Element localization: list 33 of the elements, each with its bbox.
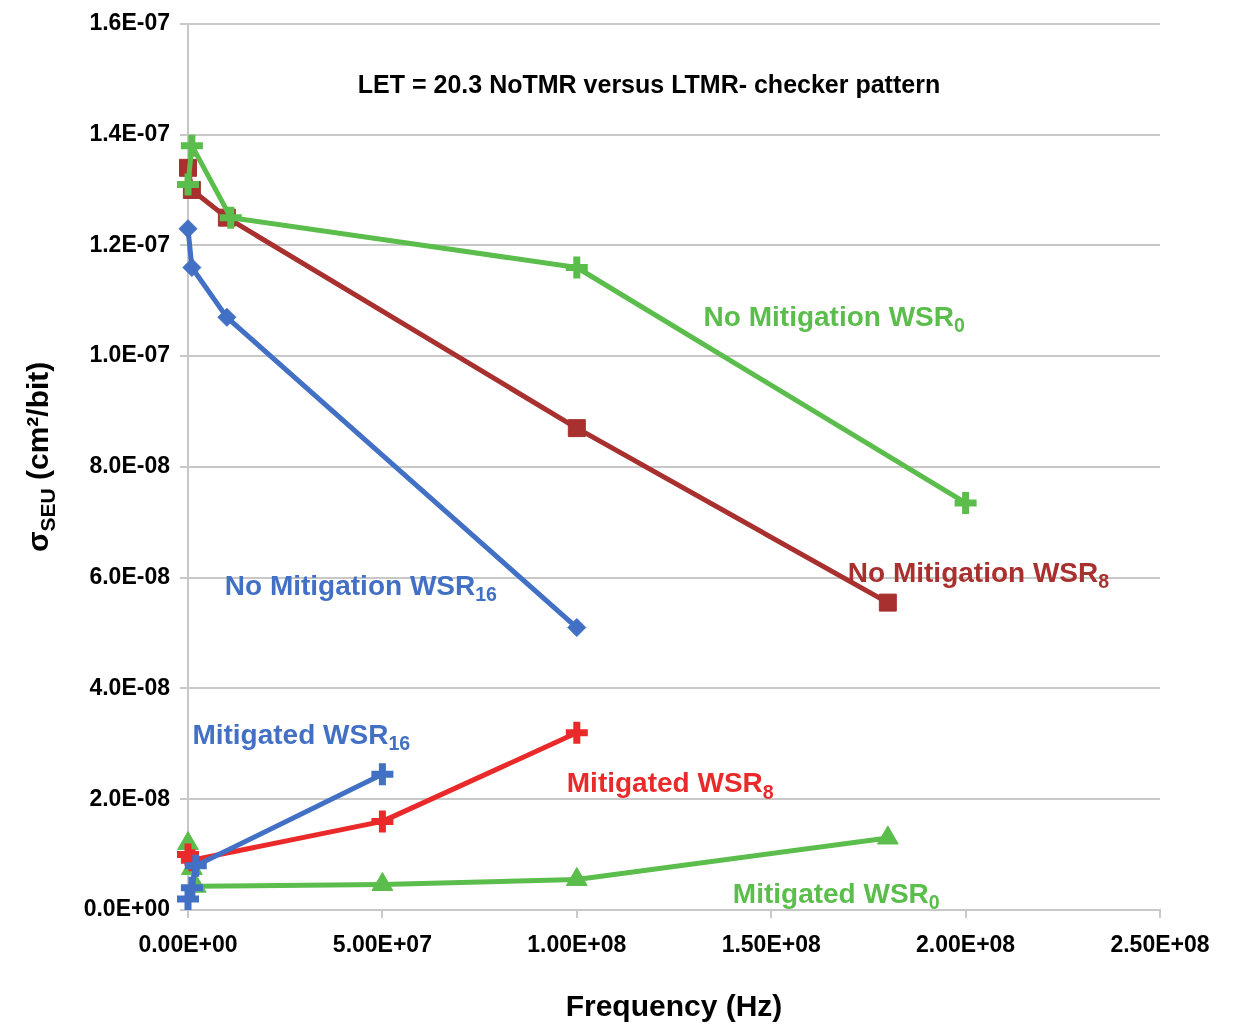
y-tick-label: 1.4E-07 — [89, 119, 170, 146]
point — [565, 721, 588, 744]
point — [219, 206, 242, 229]
text: LET = 20.3 NoTMR versus LTMR- checker pattern — [357, 69, 941, 98]
point — [954, 491, 977, 514]
x-tick-label: 0.00E+00 — [138, 931, 238, 958]
y-tick-label: 6.0E-08 — [89, 563, 171, 590]
point — [371, 810, 394, 833]
x-tick-label: 2.50E+08 — [1110, 931, 1210, 958]
y-tick-label: 4.0E-08 — [89, 673, 171, 700]
y-axis-title: σSEU (cm²/bit) — [21, 361, 59, 553]
x-tick-label: 2.00E+08 — [916, 931, 1016, 958]
point — [180, 134, 203, 157]
y-tick-label: 1.6E-07 — [89, 9, 170, 36]
x-tick-label: 1.00E+08 — [527, 931, 627, 958]
x-axis-title: Frequency (Hz) — [565, 989, 783, 1023]
point — [217, 307, 237, 327]
point — [878, 593, 897, 612]
point — [565, 256, 588, 279]
point — [371, 763, 394, 786]
y-tick-label: 2.0E-08 — [89, 784, 171, 811]
point — [182, 258, 202, 278]
point — [177, 173, 199, 196]
point — [180, 876, 203, 899]
y-tick-label: 1.2E-07 — [89, 230, 170, 257]
point — [178, 219, 198, 239]
point — [567, 618, 587, 638]
point — [567, 419, 586, 438]
y-tick-label: 8.0E-08 — [89, 452, 171, 479]
y-tick-label: 1.0E-07 — [89, 341, 170, 368]
x-tick-label: 5.00E+07 — [332, 931, 432, 958]
y-tick-label: 0.0E+00 — [83, 895, 170, 922]
x-tick-label: 1.50E+08 — [721, 931, 821, 958]
